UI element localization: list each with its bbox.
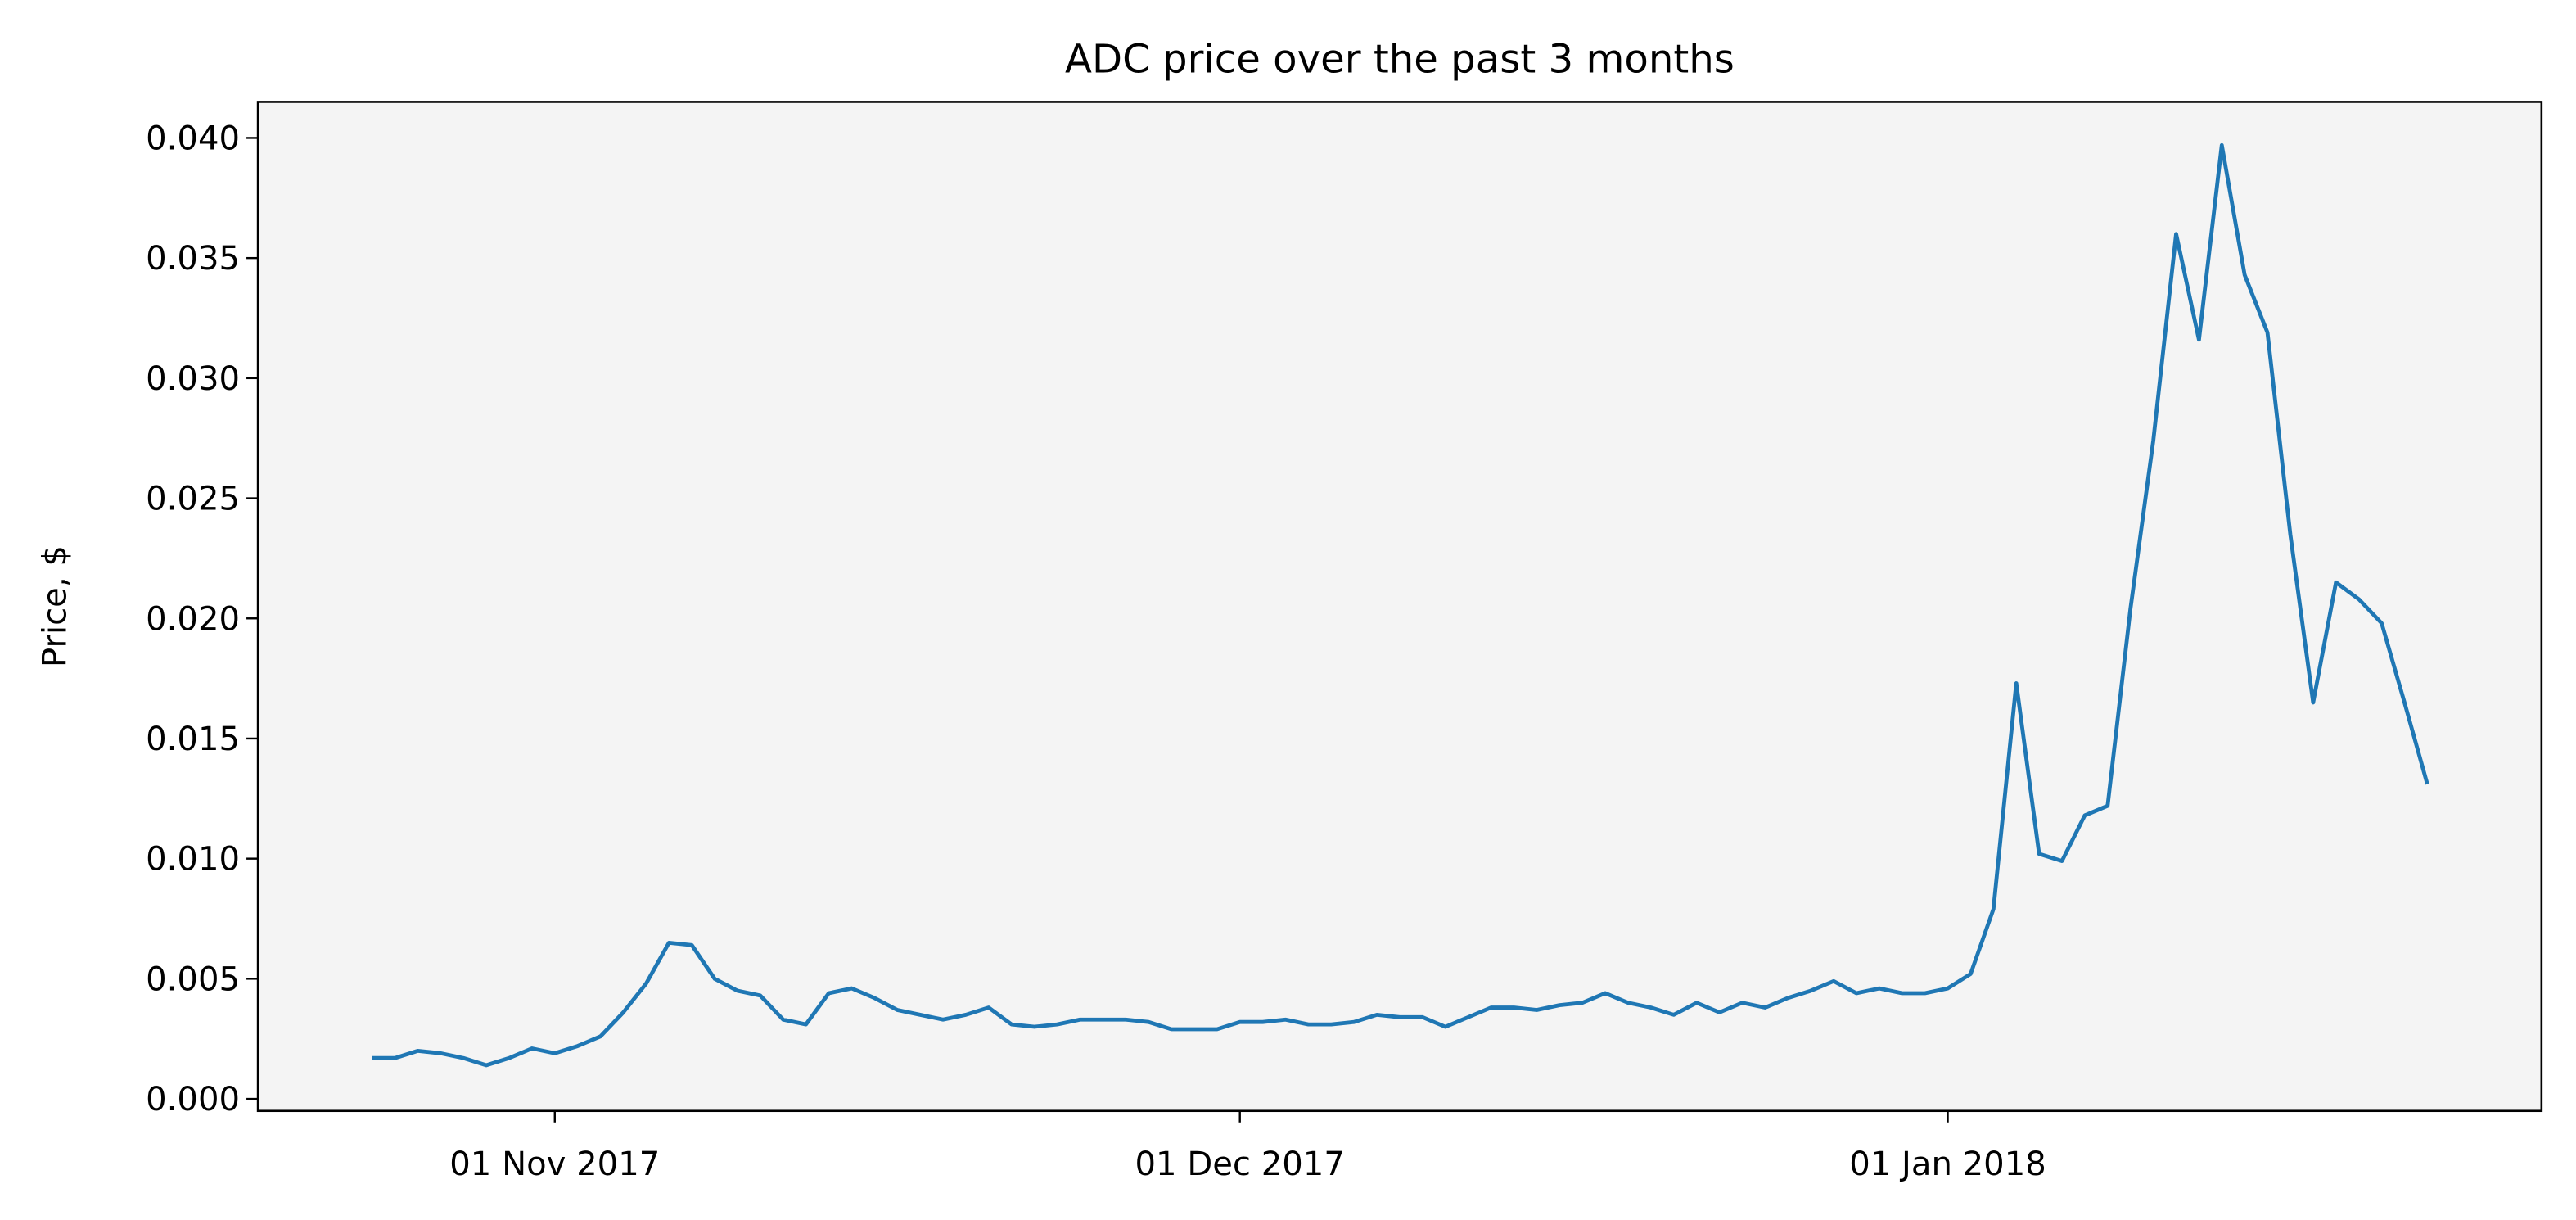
y-tick-label: 0.015	[146, 721, 240, 758]
y-tick-label: 0.005	[146, 960, 240, 998]
plot-area	[258, 102, 2542, 1111]
y-tick-label: 0.010	[146, 841, 240, 879]
plot-frame	[256, 101, 2543, 1113]
chart-title: ADC price over the past 3 months	[1065, 36, 1735, 82]
y-tick-label: 0.035	[146, 240, 240, 278]
x-tick-label: 01 Nov 2017	[449, 1145, 660, 1183]
y-tick-label: 0.020	[146, 600, 240, 638]
price-line	[372, 142, 2429, 1068]
x-tick-label: 01 Dec 2017	[1135, 1145, 1345, 1183]
y-tick-label: 0.025	[146, 481, 240, 518]
y-axis-label: Price, $	[36, 545, 74, 667]
y-tick-label: 0.040	[146, 120, 240, 157]
x-tick-label: 01 Jan 2018	[1849, 1145, 2046, 1183]
y-tick-label: 0.000	[146, 1081, 240, 1118]
y-tick-label: 0.030	[146, 360, 240, 398]
